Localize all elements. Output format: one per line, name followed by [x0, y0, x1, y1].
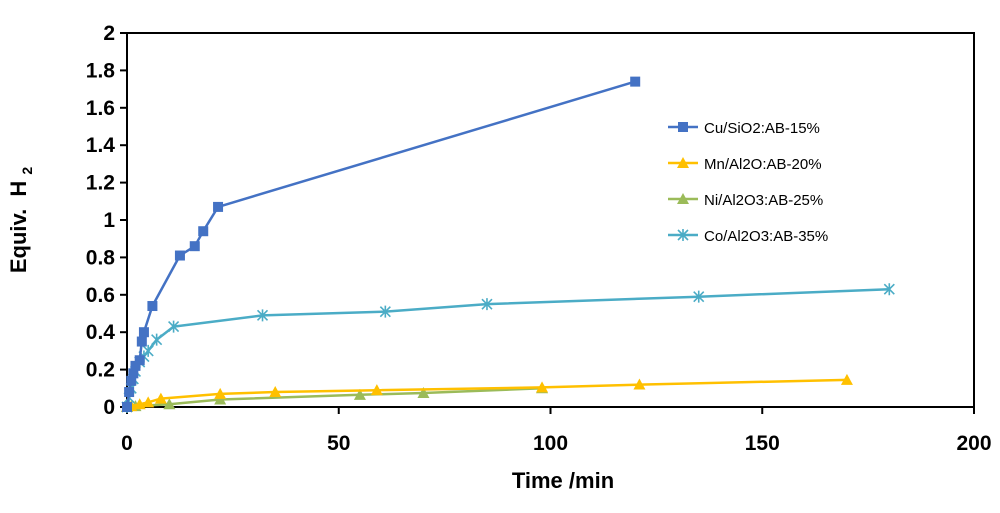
data-point — [379, 305, 391, 318]
y-axis-title-base: H — [6, 181, 31, 197]
y-tick-label: 1.6 — [86, 97, 115, 120]
y-tick-label: 1.2 — [86, 172, 115, 195]
data-point — [213, 201, 224, 212]
data-point — [536, 381, 549, 393]
x-tick-label: 200 — [956, 432, 991, 455]
data-point — [214, 387, 227, 399]
data-point — [883, 283, 895, 296]
data-point — [122, 402, 132, 412]
y-tick-label: 0.6 — [86, 284, 115, 307]
legend: Cu/SiO2:AB-15% Mn/Al2O:AB-20% Ni/Al2O3:AB-… — [668, 120, 828, 245]
y-tick-label: 0 — [103, 396, 115, 419]
x-tick-label: 150 — [745, 432, 780, 455]
legend-entry: Ni/Al2O3:AB-25% — [668, 192, 823, 209]
data-point — [128, 368, 139, 379]
data-point — [163, 398, 176, 410]
y-tick-label: 2 — [103, 22, 115, 45]
x-tick-label: 100 — [533, 432, 568, 455]
plot-area — [121, 76, 895, 413]
data-point — [126, 375, 137, 386]
data-point — [630, 76, 641, 87]
y-tick-label: 0.8 — [86, 246, 116, 269]
y-tick-label: 1.4 — [86, 134, 116, 157]
legend-marker — [677, 193, 689, 204]
data-point — [633, 378, 646, 390]
legend-label: Mn/Al2O:AB-20% — [704, 156, 822, 173]
data-point — [353, 388, 366, 400]
data-point — [174, 250, 185, 261]
data-point — [154, 392, 167, 404]
legend-entry: Mn/Al2O:AB-20% — [668, 156, 822, 173]
y-axis-title-subscript: 2 — [19, 167, 35, 175]
data-point — [124, 387, 135, 398]
x-tick-label: 0 — [121, 432, 133, 455]
data-point — [417, 386, 430, 398]
y-tick-label: 0.4 — [86, 321, 116, 344]
axes: 0 0.2 0.4 0.6 0.8 1 1.2 1.4 1.6 1.8 2 0 50 100 150 200 — [86, 22, 992, 455]
data-point — [130, 360, 141, 371]
data-point — [481, 298, 493, 311]
data-point — [840, 373, 853, 385]
data-point — [214, 393, 227, 405]
y-axis-title-main: Equiv. — [6, 209, 31, 273]
data-point — [142, 344, 154, 357]
data-point — [189, 241, 200, 252]
data-point — [256, 309, 269, 322]
y-tick-label: 1.8 — [86, 59, 116, 82]
series-0 — [122, 76, 641, 412]
y-axis-title: Equiv. H 2 — [6, 167, 35, 274]
legend-label: Ni/Al2O3:AB-25% — [704, 192, 823, 209]
data-point — [168, 320, 180, 333]
legend-entry: Co/Al2O3:AB-35% — [668, 228, 828, 245]
data-point — [151, 333, 163, 346]
x-axis-title: Time /min — [512, 468, 614, 493]
y-tick-label: 1 — [103, 209, 115, 232]
legend-marker — [678, 122, 688, 132]
y-tick-label: 0.2 — [86, 359, 115, 382]
data-point — [142, 396, 155, 408]
legend-label: Co/Al2O3:AB-35% — [704, 228, 828, 245]
legend-label: Cu/SiO2:AB-15% — [704, 120, 820, 137]
data-point — [198, 226, 209, 237]
legend-entry: Cu/SiO2:AB-15% — [668, 120, 820, 137]
data-point — [138, 327, 149, 338]
legend-marker — [677, 157, 689, 168]
data-point — [269, 386, 282, 398]
data-point — [370, 384, 383, 396]
legend-marker — [677, 229, 689, 241]
data-point — [693, 290, 705, 303]
data-point — [147, 301, 158, 312]
x-tick-label: 50 — [327, 432, 350, 455]
data-point — [134, 355, 145, 366]
data-point — [136, 336, 147, 347]
